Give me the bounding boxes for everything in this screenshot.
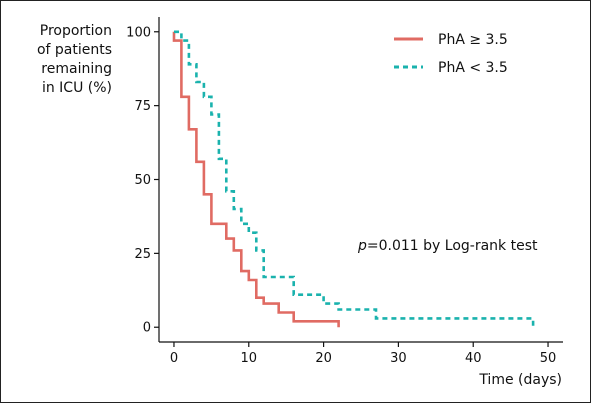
series-line-pha-high xyxy=(172,31,340,328)
legend-label-pha-low: PhA < 3.5 xyxy=(438,60,508,76)
legend-label-pha-high: PhA ≥ 3.5 xyxy=(438,32,508,48)
x-tick-label: 10 xyxy=(241,351,258,366)
y-axis-title-line-1: Proportion xyxy=(39,23,112,39)
y-tick-label: 25 xyxy=(134,247,151,262)
x-tick-label: 0 xyxy=(170,351,178,366)
series-layer xyxy=(172,30,535,328)
p-value-symbol: p xyxy=(357,238,367,254)
x-tick-label: 30 xyxy=(390,351,407,366)
y-tick-label: 100 xyxy=(126,25,151,40)
y-axis-title: Proportion of patients remaining in ICU … xyxy=(6,22,112,98)
y-tick-label: 50 xyxy=(134,173,151,188)
axes: 0 25 50 75 100 0 10 20 30 40 50 xyxy=(126,17,563,366)
legend: PhA ≥ 3.5 PhA < 3.5 xyxy=(394,32,508,76)
x-tick-label: 40 xyxy=(465,351,482,366)
y-axis-title-line-2: of patients xyxy=(36,42,112,58)
y-axis-title-line-3: remaining xyxy=(41,61,112,77)
y-tick-label: 75 xyxy=(134,99,151,114)
x-tick-label: 50 xyxy=(540,351,557,366)
x-axis-title: Time (days) xyxy=(478,372,562,388)
p-value-text: =0.011 by Log-rank test xyxy=(367,238,538,254)
x-tick-label: 20 xyxy=(315,351,332,366)
p-value-annotation: p=0.011 by Log-rank test xyxy=(357,238,538,254)
y-tick-label: 0 xyxy=(143,321,151,336)
y-axis-title-line-4: in ICU (%) xyxy=(41,80,112,96)
series-line-pha-low xyxy=(174,30,535,328)
